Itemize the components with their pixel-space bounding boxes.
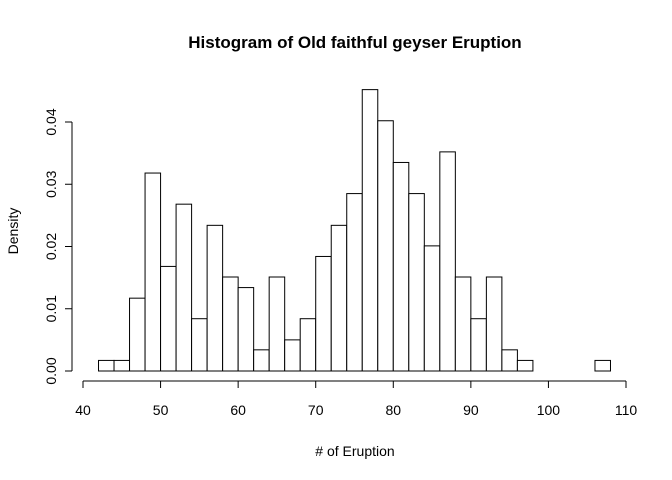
histogram-bar-4 (160, 265, 177, 372)
histogram-bar-1 (113, 359, 131, 372)
histogram-bar-10 (253, 349, 270, 372)
histogram-bar-32 (594, 359, 611, 372)
histogram-bar-20 (408, 193, 425, 372)
y-tick-label-4: 0.04 (43, 108, 59, 135)
histogram-bar-27 (516, 359, 534, 372)
x-tick-label-0: 40 (75, 402, 91, 418)
histogram-bar-8 (222, 276, 239, 372)
x-tick-label-3: 70 (308, 402, 324, 418)
histogram-bar-23 (454, 276, 472, 372)
y-tick-label-3: 0.03 (43, 170, 59, 197)
x-tick-label-2: 60 (230, 402, 246, 418)
y-axis: 0.00 0.01 0.02 0.03 0.04 (43, 108, 73, 385)
y-tick-label-2: 0.02 (43, 233, 59, 260)
histogram-bar-24 (470, 318, 487, 372)
y-axis-label: Density (5, 208, 21, 255)
x-tick-label-4: 80 (385, 402, 401, 418)
y-tick-label-0: 0.00 (43, 357, 59, 384)
x-tick-label-5: 90 (463, 402, 479, 418)
histogram-bar-2 (129, 297, 146, 372)
histogram-bar-16 (346, 193, 363, 372)
x-tick-label-6: 100 (537, 402, 561, 418)
histogram-bar-9 (237, 287, 255, 372)
histogram-bar-26 (501, 349, 518, 372)
x-axis: 40 50 60 70 80 90 100 110 (75, 380, 638, 418)
histogram-bar-0 (98, 359, 115, 372)
x-axis-label: # of Eruption (315, 443, 394, 459)
histogram-bar-15 (330, 224, 348, 372)
histogram-bar-6 (191, 318, 208, 372)
histogram-bar-25 (485, 276, 503, 372)
y-tick-label-1: 0.01 (43, 295, 59, 322)
x-tick-label-1: 50 (153, 402, 169, 418)
histogram-bar-13 (299, 318, 317, 372)
histogram-bar-5 (175, 203, 193, 372)
histogram-bar-11 (268, 276, 286, 372)
histogram-bar-12 (284, 339, 301, 372)
histogram-bar-17 (361, 89, 379, 372)
bars-group (98, 89, 611, 372)
histogram-bar-19 (392, 161, 410, 372)
histogram-bar-22 (439, 151, 456, 372)
histogram-bar-3 (144, 172, 162, 372)
histogram-bar-18 (377, 120, 394, 372)
histogram-bar-14 (315, 255, 332, 372)
x-tick-label-7: 110 (615, 402, 638, 418)
histogram-bar-7 (206, 224, 224, 372)
histogram-bar-21 (423, 245, 441, 372)
chart-title: Histogram of Old faithful geyser Eruptio… (188, 33, 521, 52)
